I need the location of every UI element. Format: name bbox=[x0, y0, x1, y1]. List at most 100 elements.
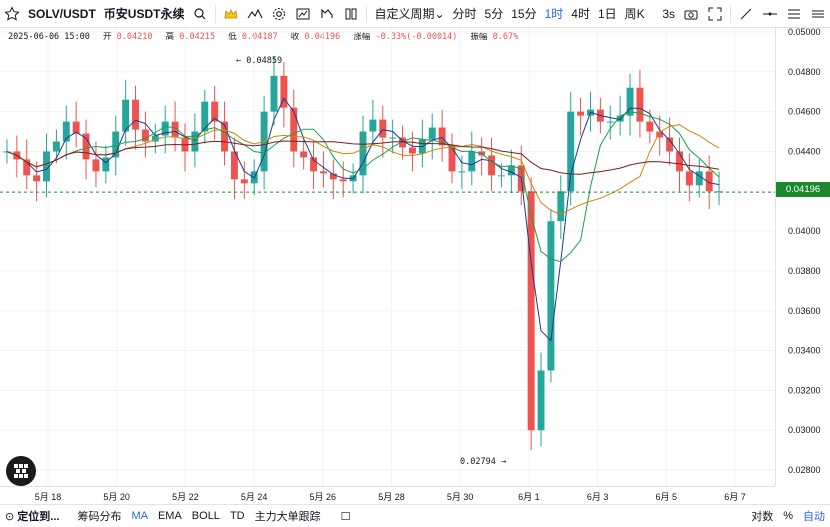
chart-type-icon[interactable] bbox=[291, 0, 315, 28]
close-label: 收 bbox=[290, 32, 300, 42]
low-annotation-value: 0.02794 bbox=[460, 457, 496, 467]
y-tick-label: 0.03800 bbox=[788, 266, 821, 276]
candle bbox=[43, 133, 50, 198]
candle-body bbox=[141, 129, 149, 142]
y-tick-label: 0.04600 bbox=[788, 107, 821, 117]
candle bbox=[606, 105, 614, 140]
horizontal-line-icon[interactable] bbox=[758, 0, 782, 28]
x-tick-label: 6月 1 bbox=[518, 492, 540, 502]
candle-body bbox=[122, 99, 130, 132]
camera-icon[interactable] bbox=[679, 0, 703, 28]
amplitude-label: 振幅 bbox=[470, 32, 488, 42]
candle-body bbox=[399, 137, 407, 148]
price-chart[interactable] bbox=[0, 28, 775, 486]
candle-body bbox=[211, 101, 219, 122]
candle bbox=[310, 141, 318, 190]
app-logo-icon[interactable] bbox=[6, 456, 36, 486]
candle bbox=[240, 161, 248, 200]
candle bbox=[62, 105, 70, 160]
candle-body bbox=[626, 87, 634, 116]
candle bbox=[547, 209, 555, 383]
settings-gear-icon[interactable] bbox=[267, 0, 291, 28]
last-price-tag: 0.04196 bbox=[776, 182, 830, 197]
candle-body bbox=[43, 151, 50, 182]
price-axis[interactable]: 0.05000 0.04800 0.04600 0.04400 0.04000 0.038… bbox=[775, 28, 830, 486]
candle bbox=[587, 91, 594, 132]
edit-icon[interactable]: ☐ bbox=[340, 510, 351, 523]
candle bbox=[468, 131, 476, 186]
menu-icon[interactable] bbox=[806, 0, 830, 28]
fib-icon[interactable] bbox=[782, 0, 806, 28]
interval-15m[interactable]: 15分 bbox=[511, 7, 537, 21]
big-order-tracking-tab[interactable]: 主力大单跟踪 bbox=[254, 511, 321, 523]
candle bbox=[92, 141, 100, 188]
interval-1d[interactable]: 1日 bbox=[597, 7, 617, 21]
candle bbox=[478, 137, 486, 176]
candle bbox=[379, 105, 387, 158]
candle bbox=[280, 61, 288, 128]
locate-button[interactable]: ⊙ 定位到... bbox=[0, 508, 64, 524]
fullscreen-icon[interactable] bbox=[703, 0, 727, 28]
candle bbox=[171, 101, 179, 152]
symbol-name[interactable]: SOLV/USDT bbox=[28, 6, 96, 21]
interval-week[interactable]: 周K bbox=[624, 7, 645, 21]
candle-body bbox=[616, 115, 624, 122]
candle-body bbox=[428, 127, 436, 140]
candle-body bbox=[33, 175, 41, 182]
candle bbox=[141, 111, 149, 158]
bottom-toolbar: ⊙ 定位到... 筹码分布 MA EMA BOLL TD 主力大单跟踪 ☐ 对数… bbox=[0, 504, 830, 527]
interval-5m[interactable]: 5分 bbox=[484, 7, 504, 21]
open-value: 0.04210 bbox=[116, 32, 153, 42]
candle bbox=[695, 159, 703, 198]
x-tick-label: 6月 7 bbox=[724, 492, 746, 502]
custom-period-label: 自定义周期 bbox=[374, 7, 435, 21]
trend-line-icon[interactable] bbox=[734, 0, 758, 28]
candle bbox=[666, 117, 674, 166]
log-scale-toggle[interactable]: 对数 bbox=[751, 511, 774, 523]
percent-scale-toggle[interactable]: % bbox=[783, 510, 793, 522]
indicators-icon[interactable] bbox=[243, 0, 267, 28]
interval-4h[interactable]: 4时 bbox=[571, 7, 590, 21]
low-annotation: 0.02794 → bbox=[460, 457, 507, 467]
favorite-star-icon[interactable] bbox=[0, 0, 24, 28]
candle bbox=[329, 159, 337, 200]
candle-body bbox=[379, 119, 387, 138]
candle-body bbox=[458, 171, 466, 173]
ma-tab[interactable]: MA bbox=[131, 510, 148, 522]
interval-1h[interactable]: 1时 bbox=[544, 7, 564, 21]
high-annotation-value: 0.04859 bbox=[246, 56, 283, 66]
x-tick-label: 6月 3 bbox=[587, 492, 609, 502]
locate-label: 定位到... bbox=[17, 511, 60, 523]
refresh-rate[interactable]: 3s bbox=[662, 6, 675, 21]
td-tab[interactable]: TD bbox=[229, 510, 245, 522]
candle-body bbox=[695, 171, 703, 186]
ema-tab[interactable]: EMA bbox=[157, 510, 182, 522]
boll-tab[interactable]: BOLL bbox=[191, 510, 220, 522]
candle bbox=[438, 109, 446, 162]
candle-body bbox=[676, 151, 683, 172]
candle-body bbox=[527, 191, 535, 431]
candle bbox=[270, 55, 278, 126]
custom-period-dropdown[interactable]: 自定义周期 ⌄ bbox=[370, 0, 448, 28]
chip-distribution-tab[interactable]: 筹码分布 bbox=[77, 511, 122, 523]
time-axis[interactable]: 5月 18 5月 20 5月 22 5月 24 5月 26 5月 28 5月 30 6月 1 6… bbox=[0, 486, 775, 505]
exchange-name[interactable]: 币安USDT永续 bbox=[103, 7, 185, 21]
candle-body bbox=[557, 191, 565, 222]
candle bbox=[290, 89, 298, 168]
interval-timeline[interactable]: 分时 bbox=[452, 7, 477, 21]
candle bbox=[399, 125, 407, 160]
auto-scale-toggle[interactable]: 自动 bbox=[803, 511, 825, 523]
y-tick-label: 0.04000 bbox=[788, 226, 821, 236]
search-icon[interactable] bbox=[188, 0, 212, 28]
candle-body bbox=[92, 159, 100, 172]
candle-body bbox=[112, 131, 120, 158]
compare-icon[interactable] bbox=[315, 0, 339, 28]
candle bbox=[448, 133, 456, 184]
candle-body bbox=[685, 171, 693, 186]
candle bbox=[498, 163, 505, 188]
candle-body bbox=[488, 155, 496, 176]
candle bbox=[488, 137, 496, 192]
crown-icon[interactable] bbox=[219, 0, 243, 28]
candle bbox=[656, 115, 664, 156]
layout-icon[interactable] bbox=[339, 0, 363, 28]
